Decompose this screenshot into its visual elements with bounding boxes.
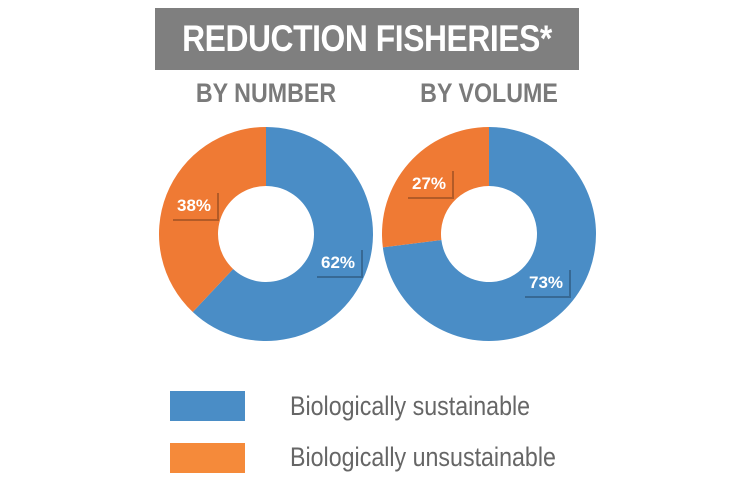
donut-number-slice-unsustainable	[159, 127, 266, 312]
by-number-title: BY NUMBER	[195, 78, 337, 108]
donut-volume-label-unsustainable: 27%	[406, 169, 454, 199]
svg-text:62%: 62%	[321, 253, 355, 272]
title-banner: REDUCTION FISHERIES*	[155, 8, 579, 70]
svg-text:38%: 38%	[177, 196, 211, 215]
svg-text:73%: 73%	[529, 273, 563, 292]
chart-title: REDUCTION FISHERIES*	[182, 18, 552, 59]
legend-label-unsustainable: Biologically unsustainable	[290, 442, 556, 472]
by-volume-title: BY VOLUME	[420, 78, 558, 108]
legend-swatch-sustainable	[170, 391, 245, 421]
legend-swatch-unsustainable	[170, 443, 245, 473]
svg-text:27%: 27%	[412, 174, 446, 193]
donut-number-label-unsustainable: 38%	[171, 191, 219, 221]
legend-label-sustainable: Biologically sustainable	[290, 391, 531, 421]
donut-number-label-sustainable: 62%	[315, 248, 363, 278]
donut-number-slice-sustainable	[192, 127, 373, 341]
donut-volume-label-sustainable: 73%	[523, 268, 571, 298]
